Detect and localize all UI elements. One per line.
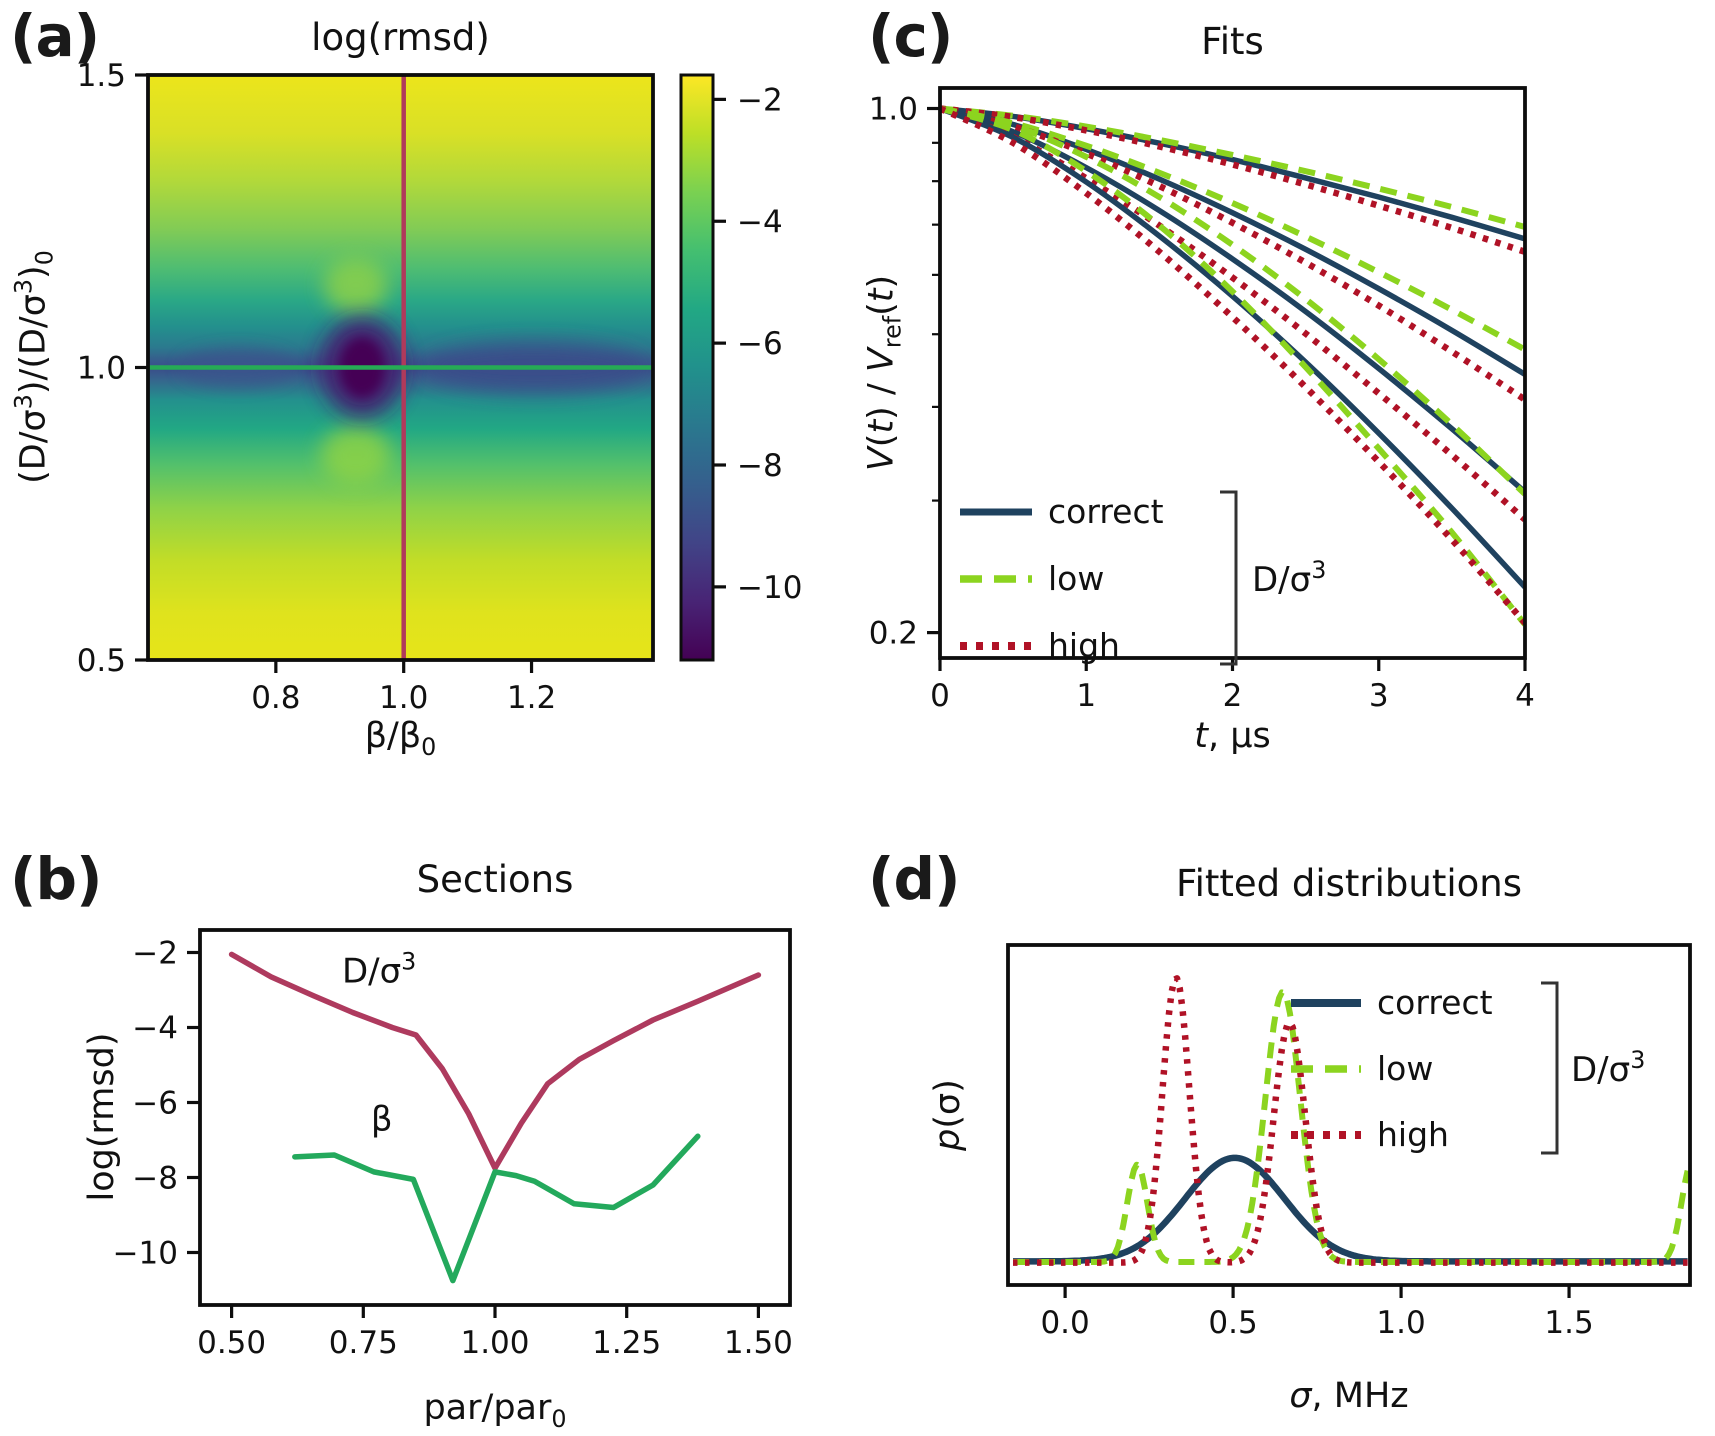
x-tick-label: 3 [1369, 678, 1389, 714]
legend-label-low: low [1377, 1049, 1433, 1088]
panel-a-letter: (a) [10, 2, 100, 70]
distribution-curve-correct [1012, 1154, 1689, 1265]
heatmap-y-axis: 0.5 1.0 1.5 [77, 58, 148, 679]
legend-label-low: low [1048, 559, 1104, 598]
panel-b-letter: (b) [10, 845, 103, 913]
fit-curve-group1-high [940, 105, 1525, 255]
curve-annotation-beta-section: β [371, 1100, 393, 1140]
fits-plot: 0 1 2 3 4 1.0 0.2 correct low high D/σ3 [869, 86, 1535, 714]
x-tick-label: 4 [1515, 678, 1535, 714]
y-tick-label: −8 [132, 1161, 178, 1197]
colorbar-frame [679, 73, 715, 662]
x-tick-label: 1.2 [507, 680, 556, 716]
colorbar: −2 −4 −6 −8 −10 [679, 73, 802, 662]
legend-bracket [1541, 981, 1559, 1155]
fit-curve-group3-low [940, 105, 1525, 497]
x-tick-label: 0 [930, 678, 950, 714]
legend-label-correct: correct [1377, 983, 1493, 1022]
y-tick-label: 0.5 [77, 643, 126, 679]
y-tick-label: 0.2 [869, 616, 918, 652]
heatmap-field [148, 75, 653, 660]
panel-d-ylabel: p(σ) [928, 1079, 968, 1151]
fit-curve-group2-high [940, 105, 1525, 403]
x-tick-label: 1.00 [460, 1325, 529, 1361]
colorbar-tick-label: −8 [737, 448, 783, 484]
x-tick-label: 0.8 [251, 680, 300, 716]
distributions-plot: 0.0 0.5 1.0 1.5 correct low high D/σ3 [1006, 943, 1692, 1341]
curve-annotation-D/sigma3-section: D/σ3 [342, 948, 416, 992]
panel-c-title: Fits [1201, 20, 1264, 63]
y-tick-label: −6 [132, 1086, 178, 1122]
section-curve-beta-section [292, 1133, 701, 1284]
y-tick-label: 1.0 [869, 92, 918, 128]
x-tick-label: 2 [1223, 678, 1243, 714]
colorbar-gradient [681, 75, 713, 660]
fit-curve-group2-low [940, 105, 1525, 353]
panel-b-ylabel: log(rmsd) [82, 1032, 122, 1202]
sections-y-axis: −2 −4 −6 −8 −10 [113, 936, 200, 1272]
y-tick-label: 1.5 [77, 58, 126, 94]
distribution-curve-low [1012, 989, 1690, 1265]
distribution-curve-high [1012, 975, 1689, 1266]
panel-a-xlabel: β/β0 [364, 716, 437, 761]
fits-legend: correct low high D/σ3 [960, 490, 1326, 666]
fit-curve-group3-correct [940, 105, 1525, 495]
y-tick-label: −4 [132, 1011, 178, 1047]
fits-y-axis: 1.0 0.2 [869, 92, 940, 652]
y-tick-label: 1.0 [77, 351, 126, 387]
fit-curve-group4-high [940, 105, 1525, 626]
panel-c-xlabel: t, μs [1194, 716, 1271, 756]
colorbar-tick-label: −2 [737, 82, 783, 118]
sections-x-axis: 0.50 0.75 1.00 1.25 1.50 [197, 1305, 793, 1361]
x-tick-label: 1.5 [1544, 1305, 1593, 1341]
heatmap-x-axis: 0.8 1.0 1.2 [251, 660, 556, 716]
x-tick-label: 0.5 [1208, 1305, 1257, 1341]
heatmap-feature [320, 426, 391, 485]
sections-plot: D/σ3 β 0.50 0.75 1.00 1.25 1.50 −2 −4 −6 −8 −10 [113, 928, 793, 1361]
heatmap-log-rmsd: 0.8 1.0 1.2 0.5 1.0 1.5 [77, 58, 655, 716]
colorbar-tick-label: −10 [737, 570, 802, 606]
distribution-curves [1012, 975, 1690, 1266]
legend-label-high: high [1377, 1115, 1449, 1154]
y-tick-label: −10 [113, 1236, 178, 1272]
x-tick-label: 0.75 [329, 1325, 398, 1361]
panel-b-title: Sections [416, 858, 574, 901]
legend-bracket [1220, 490, 1238, 666]
colorbar-tick-label: −4 [737, 204, 783, 240]
section-curve-D/sigma3-section [228, 951, 762, 1171]
panel-c-ylabel: V(t) / Vref(t) [861, 274, 907, 472]
x-tick-label: 0.0 [1040, 1305, 1089, 1341]
panel-d-title: Fitted distributions [1175, 862, 1523, 905]
heatmap-feature [323, 257, 388, 314]
panel-b-xlabel: par/par0 [423, 1388, 567, 1433]
panel-d-xlabel: σ, MHz [1289, 1376, 1409, 1416]
distributions-x-axis: 0.0 0.5 1.0 1.5 [1040, 1285, 1594, 1341]
panel-c-letter: (c) [868, 2, 953, 70]
x-tick-label: 0.50 [197, 1325, 266, 1361]
legend-bracket-label: D/σ3 [1571, 1046, 1645, 1090]
x-tick-label: 1 [1076, 678, 1096, 714]
x-tick-label: 1.25 [592, 1325, 661, 1361]
fit-curve-group4-low [940, 105, 1525, 627]
y-tick-label: −2 [132, 936, 178, 972]
fit-curve-group2-correct [940, 105, 1525, 377]
fit-curves [940, 105, 1525, 627]
x-tick-label: 1.0 [1376, 1305, 1425, 1341]
x-tick-label: 1.0 [379, 680, 428, 716]
panel-a-title: log(rmsd) [311, 16, 490, 59]
fits-x-axis: 0 1 2 3 4 [930, 658, 1535, 714]
distributions-legend: correct low high D/σ3 [1291, 981, 1645, 1155]
panel-d-letter: (d) [868, 845, 961, 913]
axes-frame [938, 86, 1527, 660]
legend-label-high: high [1048, 626, 1120, 665]
panel-a-ylabel: (D/σ3)/(D/σ3)0 [9, 250, 59, 484]
legend-label-correct: correct [1048, 492, 1164, 531]
colorbar-tick-label: −6 [737, 326, 783, 362]
axes-frame [1006, 943, 1692, 1287]
legend-bracket-label: D/σ3 [1252, 556, 1326, 600]
x-tick-label: 1.50 [724, 1325, 793, 1361]
fit-curve-group3-high [940, 105, 1525, 523]
fit-curve-group4-correct [940, 105, 1525, 589]
